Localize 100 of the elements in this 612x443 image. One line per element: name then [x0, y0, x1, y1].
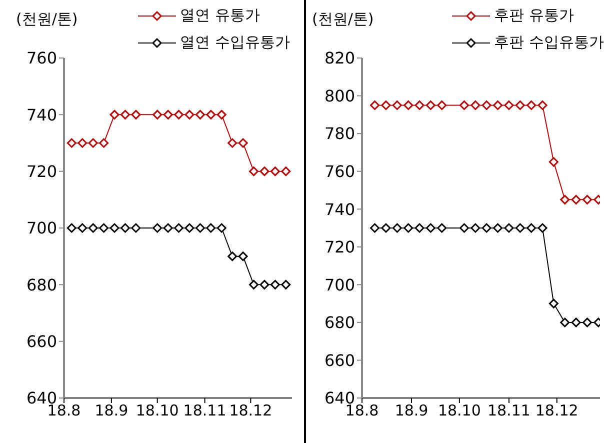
point — [370, 100, 380, 110]
y-tick-label: 740 — [26, 105, 57, 124]
point — [88, 138, 98, 148]
point — [248, 166, 258, 176]
point — [99, 138, 109, 148]
point — [110, 110, 120, 120]
point — [131, 110, 141, 120]
point — [110, 223, 120, 233]
point — [228, 252, 238, 262]
point — [538, 223, 548, 233]
point — [482, 223, 492, 233]
point — [426, 100, 436, 110]
point — [78, 223, 88, 233]
point — [206, 223, 216, 233]
point — [538, 100, 548, 110]
point — [174, 110, 184, 120]
point — [174, 223, 184, 233]
point — [206, 110, 216, 120]
point — [270, 166, 280, 176]
point — [88, 223, 98, 233]
legend-label: 후판 유통가 — [494, 6, 574, 25]
legend-label: 열연 수입유통가 — [180, 33, 290, 52]
point — [414, 100, 424, 110]
point — [526, 100, 536, 110]
point — [470, 223, 480, 233]
point — [228, 138, 238, 148]
point — [493, 223, 503, 233]
point — [582, 194, 592, 204]
point — [571, 194, 581, 204]
point — [437, 223, 447, 233]
y-tick-label: 700 — [324, 275, 355, 294]
point — [560, 194, 570, 204]
point — [571, 318, 581, 328]
y-tick-label: 740 — [324, 200, 355, 219]
y-tick-label: 760 — [26, 48, 57, 68]
y-tick-label: 660 — [26, 332, 57, 352]
point — [260, 280, 270, 290]
point — [414, 223, 424, 233]
point — [195, 110, 205, 120]
point — [437, 100, 447, 110]
legend-label: 후판 수입유통가 — [494, 33, 604, 52]
point — [163, 110, 173, 120]
point — [184, 110, 194, 120]
point — [78, 138, 88, 148]
y-axis-title: (천원/톤) — [16, 10, 78, 29]
point — [195, 223, 205, 233]
y-tick-label: 720 — [324, 238, 355, 257]
point — [548, 157, 558, 167]
point — [548, 298, 558, 308]
point — [152, 110, 162, 120]
y-tick-label: 780 — [324, 124, 355, 144]
point — [120, 110, 130, 120]
point — [131, 223, 141, 233]
point — [392, 100, 402, 110]
x-tick-label: 18.12 — [535, 402, 578, 420]
x-tick-label: 18.12 — [229, 402, 272, 420]
point — [482, 100, 492, 110]
point — [426, 223, 436, 233]
point — [99, 223, 109, 233]
point — [515, 223, 525, 233]
x-tick-label: 18.11 — [183, 402, 226, 420]
y-tick-label: 680 — [324, 313, 355, 332]
point — [381, 223, 391, 233]
point — [526, 223, 536, 233]
point — [582, 318, 592, 328]
point — [270, 280, 280, 290]
point — [238, 252, 248, 262]
x-tick-label: 18.10 — [136, 402, 179, 420]
y-tick-label: 760 — [324, 162, 355, 182]
point — [493, 100, 503, 110]
point — [381, 100, 391, 110]
point — [248, 280, 258, 290]
point — [515, 100, 525, 110]
x-tick-label: 18.9 — [94, 402, 128, 420]
point — [152, 223, 162, 233]
y-axis-title: (천원/톤) — [312, 10, 374, 29]
y-tick-label: 660 — [324, 350, 355, 370]
point — [392, 223, 402, 233]
point — [281, 166, 291, 176]
y-tick-label: 820 — [324, 48, 355, 68]
point — [184, 223, 194, 233]
point — [163, 223, 173, 233]
point — [560, 318, 570, 328]
legend-label: 열연 유통가 — [180, 6, 260, 25]
point — [120, 223, 130, 233]
point — [260, 166, 270, 176]
point — [504, 223, 514, 233]
point — [504, 100, 514, 110]
point — [459, 100, 469, 110]
point — [216, 223, 226, 233]
point — [459, 223, 469, 233]
y-tick-label: 680 — [26, 275, 57, 294]
point — [66, 223, 76, 233]
point — [404, 100, 414, 110]
point — [216, 110, 226, 120]
point — [470, 100, 480, 110]
point — [281, 280, 291, 290]
x-tick-label: 18.9 — [394, 402, 428, 420]
x-tick-label: 18.11 — [487, 402, 530, 420]
y-tick-label: 720 — [26, 162, 57, 182]
